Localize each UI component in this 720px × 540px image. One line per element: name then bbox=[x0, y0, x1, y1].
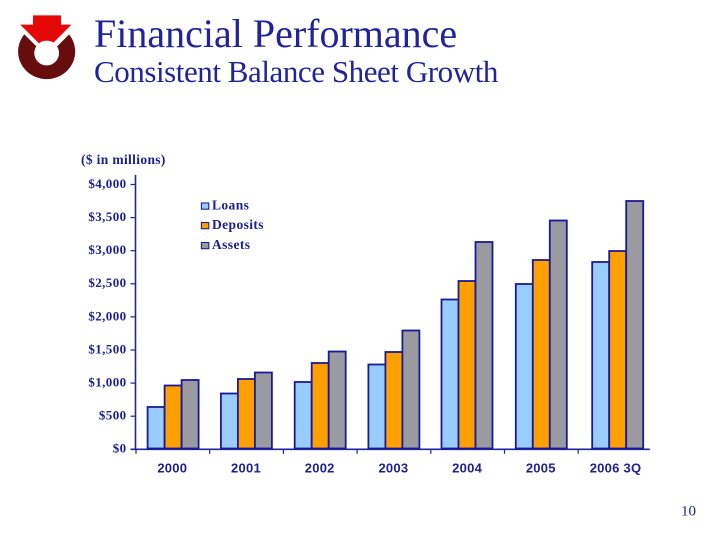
svg-text:$3,500: $3,500 bbox=[88, 209, 126, 224]
svg-text:$4,000: $4,000 bbox=[88, 176, 126, 191]
svg-text:$500: $500 bbox=[99, 408, 127, 423]
svg-text:2004: 2004 bbox=[452, 460, 482, 475]
svg-text:$1,500: $1,500 bbox=[88, 341, 126, 356]
svg-text:$2,000: $2,000 bbox=[88, 308, 126, 323]
svg-text:2003: 2003 bbox=[378, 460, 408, 475]
svg-text:Deposits: Deposits bbox=[212, 217, 264, 232]
svg-text:2006 3Q: 2006 3Q bbox=[590, 460, 642, 475]
svg-text:($ in millions): ($ in millions) bbox=[81, 152, 166, 167]
svg-text:$0: $0 bbox=[113, 441, 127, 456]
svg-text:2002: 2002 bbox=[305, 460, 335, 475]
svg-text:$1,000: $1,000 bbox=[88, 375, 126, 390]
svg-text:$2,500: $2,500 bbox=[88, 275, 126, 290]
svg-text:10: 10 bbox=[681, 504, 696, 520]
svg-text:2000: 2000 bbox=[157, 460, 187, 475]
svg-text:Assets: Assets bbox=[212, 237, 250, 252]
svg-text:2005: 2005 bbox=[526, 460, 556, 475]
svg-text:2001: 2001 bbox=[231, 460, 261, 475]
svg-text:$3,000: $3,000 bbox=[88, 242, 126, 257]
svg-text:Loans: Loans bbox=[212, 198, 249, 213]
